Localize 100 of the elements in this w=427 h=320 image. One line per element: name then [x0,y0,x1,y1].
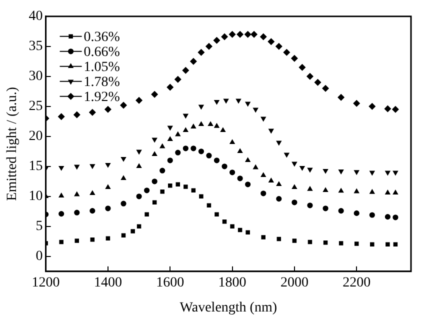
point [238,228,242,232]
point [307,186,312,191]
point [369,212,375,218]
point [354,188,360,194]
point [191,188,196,193]
point [338,94,344,101]
legend-label: 1.78% [84,75,120,90]
point [253,108,258,112]
point [236,31,244,38]
point [323,240,328,245]
point [392,170,398,176]
point [229,170,236,176]
y-axis-title: Emitted light / (a.u.) [5,86,20,201]
point [214,158,220,164]
y-tick-label: 5 [36,219,43,234]
point [307,168,312,172]
point [90,164,95,169]
point [121,176,126,180]
point [190,58,197,65]
point [276,182,282,186]
point [74,192,80,196]
point [214,123,220,128]
point [121,156,126,162]
point [236,98,241,104]
point [174,76,182,83]
y-tick-label: 40 [28,9,43,24]
point [338,241,344,246]
point [238,148,243,154]
point [183,128,188,132]
point [206,203,212,208]
point [308,240,312,244]
point [253,164,258,170]
point [291,55,298,62]
point [370,242,374,247]
point [136,194,142,200]
point [208,122,214,126]
point [237,176,243,182]
point [120,102,127,108]
point [152,200,157,205]
point [198,122,204,126]
point [90,190,95,196]
point [183,114,188,118]
legend-label: 1.05% [84,60,120,76]
point [198,104,204,110]
point [245,182,251,188]
point [120,200,126,206]
point [300,166,305,170]
point [190,124,196,128]
y-tick-label: 10 [28,189,43,204]
point [276,196,282,202]
point [199,194,204,199]
point [384,106,391,112]
point [221,34,228,40]
point [230,140,235,144]
point [184,184,188,189]
point [385,190,390,194]
point [338,170,344,174]
point [268,178,274,182]
point [261,235,266,240]
point [284,152,290,158]
point [58,211,64,217]
y-tick-label: 15 [28,159,43,174]
point [250,31,258,38]
point [182,146,188,152]
point [245,102,250,106]
point [307,202,313,208]
point [228,31,236,38]
point [74,112,80,118]
point [74,210,80,216]
point [167,158,173,164]
point [222,219,227,224]
point [222,164,228,170]
point [306,73,314,80]
point [392,190,398,194]
point [136,224,142,229]
point [322,206,328,212]
point [283,49,290,56]
point [160,168,166,174]
point [260,190,266,196]
point [370,189,375,194]
point [136,164,142,168]
legend-label: 1.92% [84,90,120,106]
point [214,212,219,217]
point [392,106,399,113]
y-tick-label: 20 [28,129,43,144]
point [182,67,189,74]
point [168,183,172,188]
point [152,138,158,142]
x-tick-label: 2200 [342,275,371,290]
point [384,214,390,220]
point [260,34,267,40]
legend-label: 0.66% [84,45,120,60]
point [370,170,375,176]
point [152,178,158,184]
point [130,229,135,234]
point [58,193,64,198]
point [323,168,328,174]
point [292,238,297,243]
point [292,184,297,190]
point [176,182,180,187]
